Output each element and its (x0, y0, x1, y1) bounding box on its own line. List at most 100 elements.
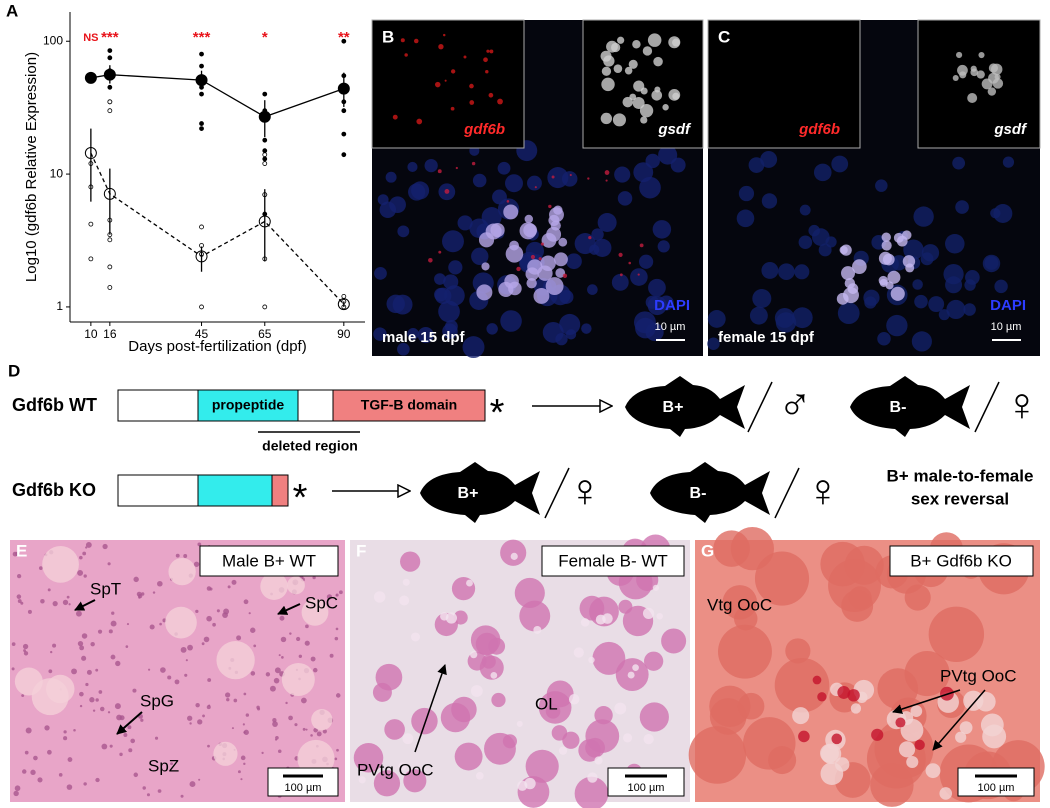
texture-dot (938, 309, 950, 321)
texture-dot (588, 235, 592, 240)
caption: male 15 dpf (382, 329, 466, 346)
panel-title: Male B+ WT (222, 551, 316, 570)
data-point (107, 108, 113, 114)
texture-dot (506, 200, 510, 203)
texture-dot (463, 55, 467, 59)
texture-dot (180, 646, 187, 653)
texture-dot (486, 323, 498, 335)
texture-dot (959, 721, 973, 735)
texture-dot (11, 642, 16, 646)
texture-dot (110, 654, 116, 660)
panel-f: F Female B- WT OL PVtg OoC 100 µm (350, 534, 690, 808)
texture-dot (358, 776, 366, 784)
texture-dot (107, 562, 111, 566)
texture-dot (313, 667, 318, 673)
texture-dot (168, 557, 196, 586)
pointer (932, 689, 986, 751)
texture-dot (183, 554, 188, 558)
texture-dot (407, 328, 419, 340)
texture-dot (760, 150, 778, 168)
texture-dot (722, 585, 758, 620)
texture-dot (470, 685, 483, 697)
fish (625, 376, 745, 437)
sex-symbol: ♀ (568, 464, 603, 516)
texture-dot (97, 629, 103, 634)
texture-dot (534, 186, 537, 189)
texture-dot (82, 551, 87, 556)
texture-dot (601, 66, 612, 76)
texture-dot (847, 283, 859, 294)
texture-dot (438, 250, 442, 254)
texture-dot (11, 667, 15, 671)
texture-dot (243, 729, 249, 735)
texture-dot (269, 685, 276, 692)
texture-dot (976, 70, 985, 79)
texture-dot (193, 561, 200, 567)
mean-line (90, 74, 345, 118)
data-point (199, 91, 204, 97)
texture-dot (898, 741, 916, 758)
texture-dot (489, 49, 494, 54)
texture-dot (500, 310, 522, 332)
fish-label: B- (690, 485, 707, 502)
fish-label: B+ (663, 399, 684, 416)
texture-dot (22, 769, 27, 774)
texture-dot (203, 636, 210, 643)
texture-dot (227, 585, 231, 589)
texture-dot (516, 266, 521, 272)
texture-dot (956, 51, 963, 59)
texture-dot (79, 704, 83, 708)
texture-dot (450, 106, 455, 111)
pointer (892, 689, 961, 714)
texture-dot (505, 245, 524, 263)
data-point (107, 99, 113, 105)
panel-g: G B+ Gdf6b KO Vtg OoC PVtg OoC 100 µm (688, 527, 1045, 807)
texture-dot (48, 669, 53, 674)
texture-dot (24, 750, 29, 755)
x-tick-label: 45 (195, 327, 209, 341)
texture-dot (852, 259, 867, 274)
texture-dot (547, 167, 569, 189)
mean-marker (103, 68, 116, 81)
texture-dot (761, 193, 778, 209)
panel-label: E (16, 541, 27, 560)
texture-dot (448, 260, 463, 275)
nuclei (373, 140, 686, 359)
texture-dot (617, 36, 625, 44)
texture-dot (614, 702, 627, 715)
texture-dot (798, 730, 810, 743)
panel-label: C (718, 27, 730, 46)
stop-codon: * (490, 392, 505, 434)
texture-dot (945, 276, 963, 294)
texture-dot (638, 254, 654, 269)
texture-dot (509, 240, 519, 251)
texture-dot (310, 656, 316, 662)
texture-dot (326, 594, 333, 600)
texture-dot (840, 244, 852, 256)
texture-dot (505, 174, 523, 193)
inset (917, 19, 1041, 149)
texture-dot (373, 327, 387, 341)
texture-dot (301, 697, 307, 704)
mean-line (90, 152, 345, 305)
texture-dot (25, 727, 32, 734)
texture-dot (398, 762, 407, 771)
texture-dot (630, 268, 648, 286)
texture-dot (17, 574, 22, 579)
texture-dot (66, 784, 73, 790)
texture-dot (77, 640, 84, 647)
texture-dot (73, 728, 76, 732)
texture-dot (243, 692, 247, 696)
inset-label: gdf6b (463, 121, 505, 138)
texture-dot (159, 622, 162, 626)
texture-dot (624, 66, 633, 75)
texture-dot (90, 641, 95, 647)
data-point (107, 55, 113, 61)
texture-dot (450, 69, 456, 74)
texture-dot (639, 243, 644, 248)
texture-dot (870, 763, 914, 807)
texture-dot (148, 668, 151, 671)
texture-dot (612, 113, 626, 127)
texture-dot (233, 698, 238, 703)
data-point (262, 156, 268, 162)
